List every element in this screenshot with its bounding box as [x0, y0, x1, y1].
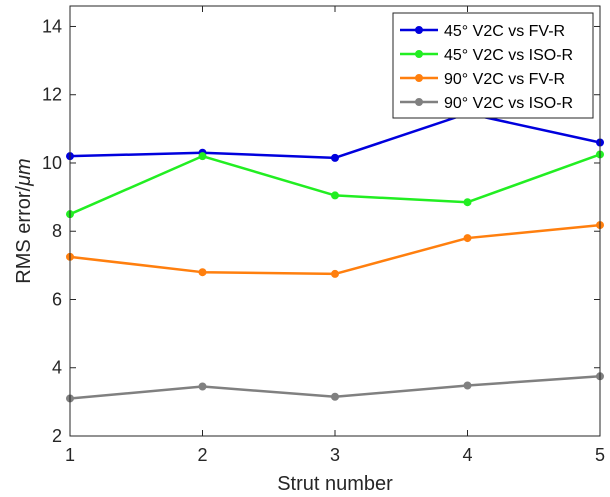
x-tick-label: 2 [197, 445, 207, 465]
data-point [463, 381, 472, 390]
x-axis: 1 2 3 4 5 [65, 6, 605, 465]
legend-swatch-marker [415, 50, 423, 58]
y-tick-label: 6 [52, 289, 62, 309]
data-point [331, 153, 339, 162]
y-tick-label: 4 [52, 358, 62, 378]
legend-label: 45° V2C vs FV-R [444, 23, 565, 40]
legend-label: 45° V2C vs ISO-R [444, 47, 573, 64]
data-point [198, 382, 207, 391]
legend-swatch-marker [415, 26, 423, 34]
data-point [331, 191, 339, 200]
y-tick-label: 10 [42, 153, 62, 173]
legend-swatch-marker [415, 74, 423, 82]
y-tick-label: 14 [42, 16, 62, 36]
y-tick-label: 2 [52, 426, 62, 446]
data-point [198, 152, 207, 161]
y-tick-label: 8 [52, 221, 62, 241]
x-axis-title: Strut number [277, 473, 393, 495]
data-point [463, 198, 472, 207]
y-tick-label: 12 [42, 85, 62, 105]
x-tick-label: 4 [462, 445, 472, 465]
legend-label: 90° V2C vs FV-R [444, 71, 565, 88]
y-axis-title: RMS error/μm [13, 158, 35, 283]
x-tick-label: 5 [595, 445, 605, 465]
legend: 45° V2C vs FV-R 45° V2C vs ISO-R 90° V2C v… [392, 12, 594, 119]
x-tick-label: 1 [65, 445, 75, 465]
data-point [463, 234, 472, 243]
x-tick-label: 3 [330, 445, 340, 465]
y-axis: 2 4 6 8 10 12 14 [42, 16, 600, 446]
y-axis-title-unit: μm [13, 158, 35, 187]
y-axis-title-text: RMS error/ [13, 185, 35, 283]
legend-swatch-marker [415, 98, 423, 106]
data-point [331, 269, 339, 278]
data-point [331, 392, 339, 401]
data-point [198, 268, 207, 277]
legend-label: 90° V2C vs ISO-R [444, 95, 573, 112]
